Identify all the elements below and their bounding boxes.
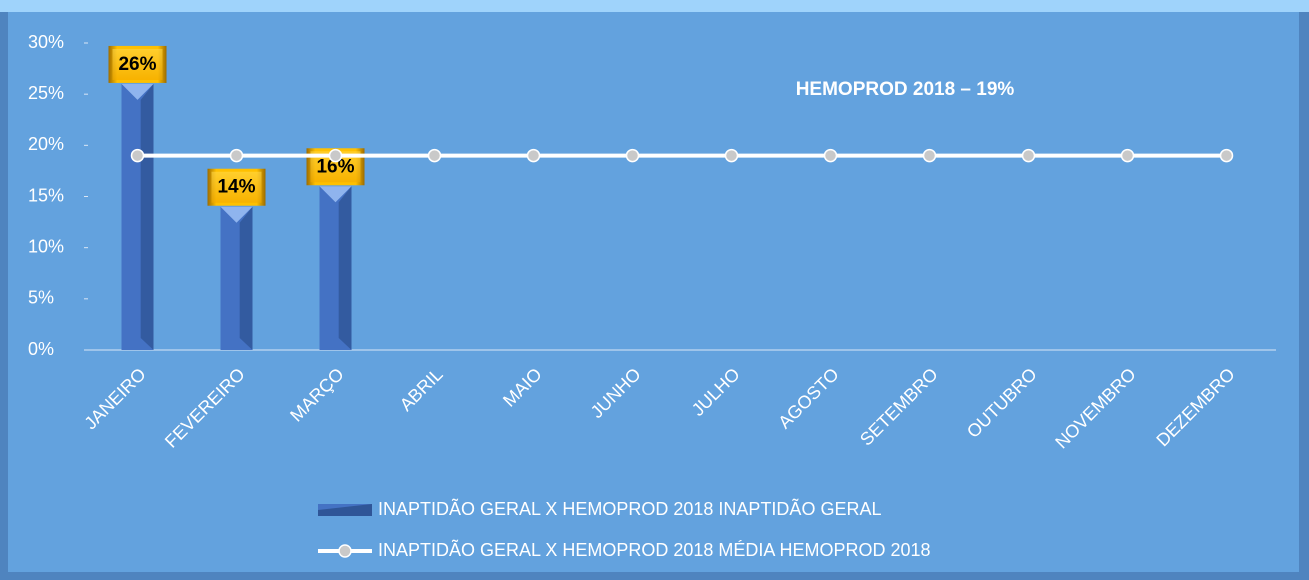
label-box-face	[112, 48, 163, 80]
y-tick-label: 10%	[28, 236, 64, 256]
legend-marker	[338, 544, 352, 558]
line-marker	[1219, 148, 1234, 163]
y-tick-label: 5%	[28, 288, 54, 308]
line-marker	[526, 148, 541, 163]
line-marker	[328, 148, 343, 163]
frame-top	[0, 0, 1309, 12]
line-marker	[823, 148, 838, 163]
bar-group	[319, 186, 352, 350]
y-tick-label: 15%	[28, 185, 64, 205]
bar-group	[121, 83, 154, 350]
annotation: HEMOPROD 2018 – 19%	[796, 79, 1015, 100]
line-marker	[229, 148, 244, 163]
line-marker	[625, 148, 640, 163]
legend-label: INAPTIDÃO GERAL X HEMOPROD 2018 MÉDIA HE…	[378, 539, 931, 560]
line-marker	[922, 148, 937, 163]
y-tick-label: 20%	[28, 134, 64, 154]
data-label: 26%	[118, 54, 156, 75]
legend-swatch-shade	[318, 504, 372, 516]
bar-shade	[338, 186, 352, 350]
line-marker	[427, 148, 442, 163]
line-marker	[1120, 148, 1135, 163]
line-marker	[1021, 148, 1036, 163]
y-tick-label: 30%	[28, 32, 64, 52]
y-tick-label: 25%	[28, 83, 64, 103]
data-label: 16%	[316, 156, 354, 177]
bar-group	[220, 206, 253, 350]
line-marker	[724, 148, 739, 163]
bar-cap	[121, 83, 154, 100]
legend-label: INAPTIDÃO GERAL X HEMOPROD 2018 INAPTIDÃ…	[378, 498, 881, 519]
label-box-face	[211, 171, 262, 203]
plot-background	[8, 12, 1299, 572]
bar-shade	[140, 83, 154, 350]
y-tick-label: 0%	[28, 339, 54, 359]
bar-cap	[220, 206, 253, 223]
data-label: 14%	[217, 177, 255, 198]
line-marker	[130, 148, 145, 163]
bar-cap	[319, 186, 352, 203]
bar-shade	[239, 206, 253, 350]
